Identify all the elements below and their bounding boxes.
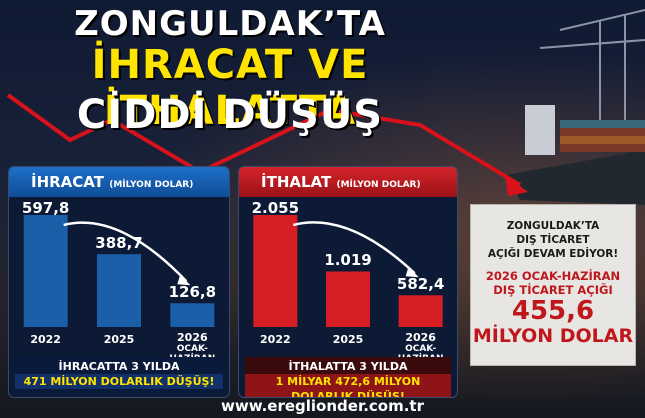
import-chart-header: İTHALAT (MİLYON DOLAR) — [239, 167, 457, 197]
bars-layer — [253, 215, 443, 327]
import-chart-panel: İTHALAT (MİLYON DOLAR) 2.055 2022 1.019 202… — [238, 166, 458, 398]
bar-2026 — [398, 295, 443, 327]
export-chart-header: İHRACAT (MİLYON DOLAR) — [9, 167, 229, 197]
bar-2022 — [23, 215, 68, 327]
bar-2022 — [253, 215, 298, 327]
trade-deficit-note: ZONGULDAK’TA DIŞ TİCARET AÇIĞI DEVAM EDİ… — [470, 204, 636, 366]
bars-layer — [23, 215, 215, 327]
trend-arrow — [63, 221, 188, 283]
value-label-2022: 597,8 — [21, 199, 70, 217]
import-chart-footer: İTHALATTA 3 YILDA 1 MİLYAR 472,6 MİLYON … — [245, 357, 451, 397]
note-line4: 2026 OCAK-HAZİRAN — [485, 269, 621, 283]
headline-line3: CİDDİ DÜŞÜŞ — [76, 92, 384, 138]
value-label-2026: 582,4 — [396, 275, 445, 294]
export-footer-line1: İHRACATTA 3 YILDA — [58, 360, 180, 373]
import-footer-line1: İTHALATTA 3 YILDA — [288, 360, 408, 373]
bar-2026 — [170, 303, 215, 327]
value-label-2026: 126,8 — [168, 283, 217, 302]
note-amount: 455,6 — [511, 296, 595, 326]
category-label-2025: 2025 — [103, 333, 135, 346]
note-line2: DIŞ TİCARET — [516, 234, 590, 246]
export-chart-panel: İHRACAT (MİLYON DOLAR) 597,8 2022 388,7 202… — [8, 166, 230, 398]
category-label-2022: 2022 — [260, 333, 291, 346]
cargo-ship-icon — [505, 105, 645, 205]
trend-arrow-head — [177, 274, 191, 286]
headline-line2: İHRACAT VE İTHALATTA — [91, 42, 369, 134]
import-chart-unit: (MİLYON DOLAR) — [336, 180, 421, 190]
category-label-2022: 2022 — [30, 333, 61, 346]
website-link[interactable]: www.ereglionder.com.tr — [220, 397, 425, 415]
note-line3: AÇIĞI DEVAM EDİYOR! — [487, 248, 619, 260]
value-label-2025: 1.019 — [324, 251, 372, 270]
bar-2025 — [97, 254, 141, 327]
note-line5: DIŞ TİCARET AÇIĞI — [493, 283, 613, 297]
category-label-2025: 2025 — [332, 333, 364, 346]
value-label-2022: 2.055 — [251, 199, 300, 217]
headline-line1: ZONGULDAK’TA — [74, 4, 386, 44]
export-chart-title: İHRACAT — [31, 173, 104, 191]
import-chart-title: İTHALAT — [261, 173, 332, 191]
export-chart-footer: İHRACATTA 3 YILDA 471 MİLYON DOLARLIK DÜ… — [15, 357, 223, 393]
crane-icon — [539, 9, 645, 120]
note-amount-unit: MİLYON DOLAR — [472, 325, 634, 347]
import-footer-line2: 1 MİLYAR 472,6 MİLYON DOLARLIK DÜŞÜŞ! — [245, 374, 451, 397]
value-label-2025: 388,7 — [95, 234, 143, 253]
export-footer-line2: 471 MİLYON DOLARLIK DÜŞÜŞ! — [15, 374, 223, 389]
export-chart-unit: (MİLYON DOLAR) — [109, 180, 194, 190]
note-line1: ZONGULDAK’TA — [506, 220, 600, 232]
trend-arrow-head — [405, 266, 419, 278]
trend-arrow — [293, 221, 416, 275]
bar-2025 — [326, 271, 370, 327]
